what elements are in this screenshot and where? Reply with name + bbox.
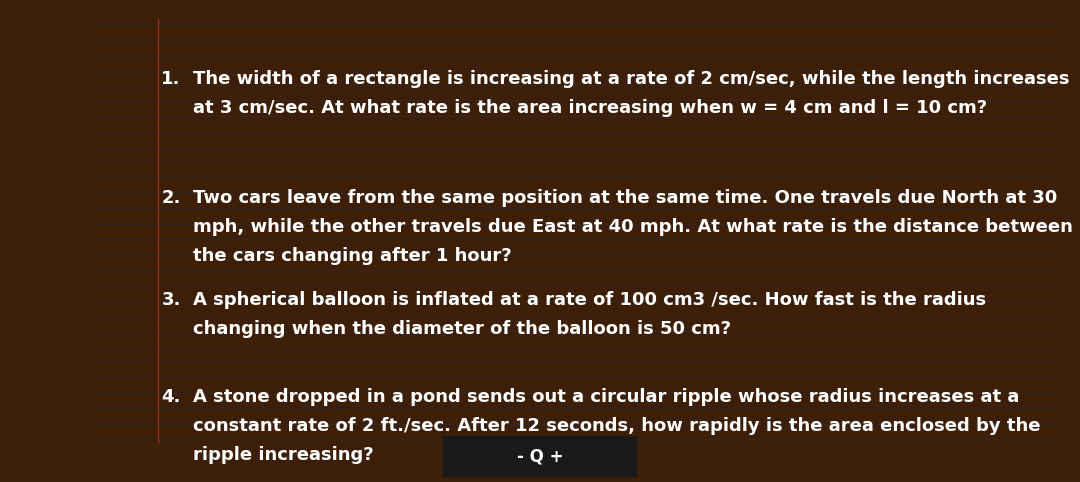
Text: 1.: 1. <box>161 70 180 88</box>
Text: 4.: 4. <box>161 388 180 406</box>
Text: 2.: 2. <box>161 189 180 207</box>
Text: 3.: 3. <box>161 291 180 309</box>
Text: mph, while the other travels due East at 40 mph. At what rate is the distance be: mph, while the other travels due East at… <box>193 218 1074 236</box>
Text: constant rate of 2 ft./sec. After 12 seconds, how rapidly is the area enclosed b: constant rate of 2 ft./sec. After 12 sec… <box>193 417 1041 435</box>
Text: the cars changing after 1 hour?: the cars changing after 1 hour? <box>193 247 512 265</box>
Text: changing when the diameter of the balloon is 50 cm?: changing when the diameter of the balloo… <box>193 320 731 337</box>
Text: ripple increasing?: ripple increasing? <box>193 446 374 464</box>
FancyBboxPatch shape <box>428 433 652 481</box>
Text: at 3 cm/sec. At what rate is the area increasing when w = 4 cm and l = 10 cm?: at 3 cm/sec. At what rate is the area in… <box>193 99 987 117</box>
Text: A stone dropped in a pond sends out a circular ripple whose radius increases at : A stone dropped in a pond sends out a ci… <box>193 388 1020 406</box>
Text: - Q +: - Q + <box>516 448 564 466</box>
Text: A spherical balloon is inflated at a rate of 100 cm3 /sec. How fast is the radiu: A spherical balloon is inflated at a rat… <box>193 291 986 309</box>
Text: Two cars leave from the same position at the same time. One travels due North at: Two cars leave from the same position at… <box>193 189 1057 207</box>
Text: The width of a rectangle is increasing at a rate of 2 cm/sec, while the length i: The width of a rectangle is increasing a… <box>193 70 1070 88</box>
